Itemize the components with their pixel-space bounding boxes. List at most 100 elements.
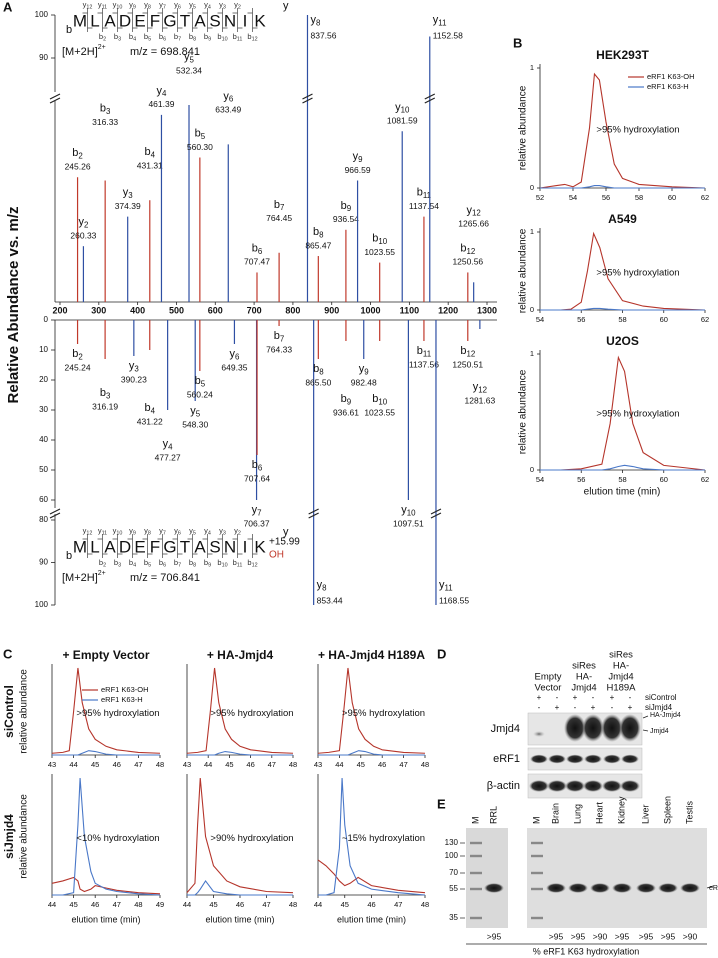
sequence-b-ion: b8 bbox=[189, 32, 196, 43]
blot-band bbox=[533, 731, 545, 737]
sequence-b-ion: b10 bbox=[217, 558, 227, 569]
x-axis-label: elution time (min) bbox=[337, 914, 406, 924]
x-tick-label: 44 bbox=[335, 760, 343, 769]
ion-letter: b bbox=[99, 558, 103, 567]
peak-ion-label: y7 bbox=[252, 504, 262, 517]
blot-band bbox=[621, 754, 639, 764]
ion-number: 9 bbox=[208, 563, 211, 569]
peak-mz-label: 431.22 bbox=[137, 416, 163, 426]
residue: G bbox=[163, 11, 176, 30]
legend-label: eRF1 K63-H bbox=[101, 695, 143, 704]
treatment-sign: + bbox=[573, 693, 578, 702]
sequence-y-ion: y3 bbox=[219, 0, 226, 11]
marker-label: 70 bbox=[449, 868, 458, 877]
treatment-sign: + bbox=[591, 703, 596, 712]
ion-number: 8 bbox=[319, 230, 324, 239]
chromatogram-line bbox=[540, 231, 706, 311]
peak-ion-label: b6 bbox=[252, 242, 263, 255]
y-tick-label: 60 bbox=[39, 495, 48, 504]
lane-label: M bbox=[470, 817, 480, 825]
treatment-sign: + bbox=[537, 693, 542, 702]
x-tick-label: 44 bbox=[48, 900, 56, 909]
gel bbox=[466, 828, 508, 928]
sequence-y-ion: y5 bbox=[189, 0, 196, 11]
x-tick-label: 58 bbox=[635, 193, 643, 202]
sequence-b-ion: b8 bbox=[189, 558, 196, 569]
sequence-y-ion: y2 bbox=[234, 526, 241, 537]
ion-letter: b bbox=[99, 32, 103, 41]
treatment-sign: - bbox=[538, 703, 541, 712]
ion-number: 6 bbox=[163, 37, 166, 43]
y-tick-label: 1 bbox=[530, 349, 534, 358]
ion-number: 5 bbox=[201, 132, 206, 141]
peak-mz-label: 633.49 bbox=[215, 105, 241, 115]
ion-number: 10 bbox=[401, 106, 410, 115]
peak-ion-label: y4 bbox=[157, 85, 168, 98]
band-pointer bbox=[642, 715, 649, 732]
y-tick-label: 30 bbox=[39, 405, 48, 414]
ion-number: 4 bbox=[133, 563, 136, 569]
cleavage-mark bbox=[112, 8, 123, 32]
x-tick-label: 47 bbox=[113, 900, 121, 909]
marker-band bbox=[470, 916, 482, 920]
sequence-b-ion: b12 bbox=[247, 558, 257, 569]
ion-letter: b bbox=[313, 226, 319, 238]
ion-letter: y bbox=[184, 51, 190, 63]
sequence-b-ion: b2 bbox=[99, 558, 106, 569]
ion-letter: y bbox=[234, 0, 238, 9]
ion-number: 9 bbox=[364, 367, 369, 376]
x-tick-label: 400 bbox=[130, 305, 145, 315]
x-tick-label: 45 bbox=[69, 900, 77, 909]
ion-number: 7 bbox=[178, 37, 181, 43]
ion-letter: y bbox=[317, 579, 323, 591]
x-tick-label: 1200 bbox=[438, 305, 458, 315]
blot-band bbox=[565, 780, 585, 792]
ion-number: 12 bbox=[86, 531, 92, 537]
annotation: <10% hydroxylation bbox=[76, 833, 159, 844]
ion-letter: b bbox=[189, 558, 193, 567]
ion-number: 7 bbox=[178, 563, 181, 569]
treatment-sign: - bbox=[592, 693, 595, 702]
marker-band bbox=[531, 871, 543, 875]
precursor-ion: [M+2H] bbox=[62, 46, 98, 58]
ion-number: 4 bbox=[208, 531, 211, 537]
residue: K bbox=[254, 11, 266, 30]
ion-number: 6 bbox=[229, 95, 234, 104]
sequence-y-ion: y2 bbox=[234, 0, 241, 11]
peak-mz-label: 1281.63 bbox=[465, 395, 496, 405]
residue: A bbox=[104, 11, 116, 30]
annotation: >95% hydroxylation bbox=[596, 268, 679, 279]
x-tick-label: 45 bbox=[91, 760, 99, 769]
gel-band bbox=[590, 883, 610, 893]
y-tick-label: 100 bbox=[35, 10, 49, 19]
x-tick-label: 45 bbox=[357, 760, 365, 769]
ion-letter: b bbox=[313, 363, 319, 375]
ion-number: 3 bbox=[134, 364, 139, 373]
ion-number: 9 bbox=[358, 155, 363, 164]
residue: A bbox=[194, 11, 206, 30]
sequence-y-ion: y12 bbox=[83, 0, 93, 11]
ion-letter: b bbox=[460, 345, 466, 357]
x-tick-label: 47 bbox=[134, 760, 142, 769]
ion-letter: y bbox=[353, 150, 359, 162]
x-tick-label: 46 bbox=[236, 900, 244, 909]
sequence-b-ion: b7 bbox=[174, 32, 181, 43]
x-tick-label: 43 bbox=[183, 760, 191, 769]
peak-ion-label: b12 bbox=[460, 242, 475, 255]
x-tick-label: 60 bbox=[660, 475, 668, 484]
blot-band bbox=[619, 714, 641, 742]
x-tick-label: 54 bbox=[536, 475, 544, 484]
peak-ion-label: y9 bbox=[353, 150, 364, 163]
hydroxylation-value: >95 bbox=[571, 931, 586, 941]
peak-ion-label: y10 bbox=[401, 504, 416, 517]
chromatogram-line bbox=[318, 777, 426, 896]
ion-number: 3 bbox=[118, 37, 121, 43]
hydroxylation-value: >90 bbox=[593, 931, 608, 941]
treatment-sign: - bbox=[574, 703, 577, 712]
peak-mz-label: 431.31 bbox=[137, 160, 163, 170]
gel-band bbox=[680, 883, 700, 893]
sequence-b-ion: b5 bbox=[144, 558, 151, 569]
ion-number: 12 bbox=[466, 349, 475, 358]
y-tick-label: 0 bbox=[530, 465, 534, 474]
